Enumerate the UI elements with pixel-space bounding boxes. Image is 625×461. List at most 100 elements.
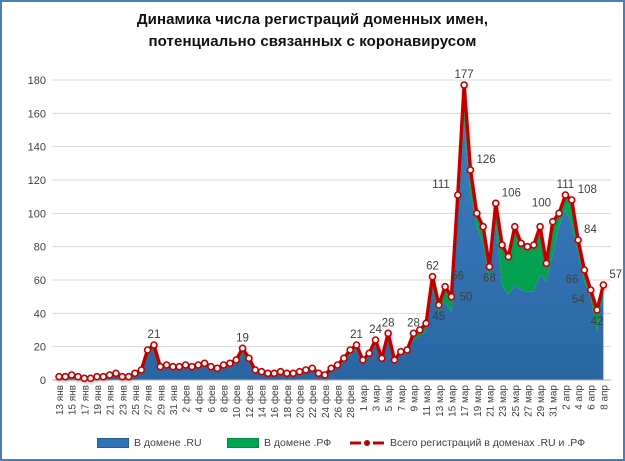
x-tick-label: 27 янв (144, 385, 155, 415)
x-tick-label: 27 мар (523, 385, 534, 417)
data-point-marker (365, 349, 373, 358)
data-point-marker (245, 354, 253, 363)
data-point-marker (137, 366, 146, 374)
x-tick-label: 6 фев (206, 385, 218, 412)
data-point-label: 106 (502, 187, 521, 199)
y-axis-labels: 0 20 40 60 80 100 120 140 160 180 (28, 75, 46, 387)
data-point-marker (181, 361, 190, 369)
data-point-label: 24 (369, 324, 382, 336)
total-line-swatch-icon (350, 440, 384, 446)
data-point-marker (498, 241, 506, 249)
x-tick-label: 10 фев (231, 385, 243, 418)
data-point-marker (333, 361, 342, 369)
data-point-marker (61, 372, 70, 381)
x-tick-label: 31 янв (169, 385, 180, 415)
y-tick-label: 20 (34, 342, 46, 354)
data-point-label: 66 (566, 274, 579, 286)
x-tick-label: 28 фев (345, 385, 357, 418)
data-point-marker (321, 371, 329, 379)
data-point-marker (150, 341, 158, 349)
data-point-marker (264, 369, 272, 378)
y-tick-label: 120 (28, 175, 46, 187)
x-tick-label: 2 фев (181, 385, 193, 412)
data-point-marker (112, 369, 120, 378)
data-point-marker (226, 359, 234, 368)
x-tick-label: 21 янв (106, 385, 117, 415)
legend-label-total: Всего регистраций в доменах .RU и .РФ (390, 437, 586, 449)
data-point-marker (200, 359, 209, 368)
data-point-marker (447, 292, 456, 301)
y-tick-label: 100 (28, 208, 46, 220)
legend-label-rf: В домене .РФ (264, 437, 332, 449)
x-tick-label: 6 апр (587, 385, 598, 410)
data-point-marker (105, 371, 114, 379)
data-point-label: 68 (483, 273, 496, 285)
x-tick-label: 23 мар (498, 385, 509, 417)
legend-item-rf: В домене .РФ (227, 436, 331, 450)
data-point-label: 111 (432, 179, 449, 191)
data-point-marker (67, 371, 76, 379)
data-point-marker (124, 372, 133, 381)
data-point-label: 57 (609, 269, 622, 281)
x-tick-label: 24 фев (320, 385, 332, 418)
x-tick-label: 19 мар (473, 385, 484, 417)
data-point-marker (143, 346, 152, 354)
x-tick-label: 12 фев (244, 385, 256, 418)
data-point-marker (599, 281, 608, 289)
x-tick-label: 29 мар (536, 385, 547, 417)
data-point-marker (434, 301, 443, 309)
data-point-label: 50 (459, 292, 472, 304)
data-point-marker (162, 361, 171, 369)
data-point-marker (466, 166, 475, 174)
data-point-marker (359, 356, 367, 364)
x-tick-label: 13 мар (435, 385, 446, 417)
x-tick-label: 4 апр (574, 385, 585, 410)
data-point-marker (523, 242, 532, 251)
chart-title-line1: Динамика числа регистраций доменных имен… (136, 11, 489, 28)
data-point-label: 177 (455, 69, 474, 81)
data-point-marker (397, 347, 405, 356)
data-point-marker (485, 262, 494, 271)
data-point-marker (561, 191, 570, 199)
data-point-marker (428, 272, 437, 281)
data-point-marker (441, 282, 449, 291)
data-point-marker (80, 374, 89, 383)
data-point-marker (99, 372, 108, 381)
y-tick-label: 140 (28, 142, 46, 154)
data-point-marker (504, 252, 513, 261)
y-tick-label: 180 (28, 75, 46, 87)
x-tick-label: 17 мар (460, 385, 471, 417)
data-point-marker (308, 364, 317, 373)
x-axis-labels: 13 янв 15 янв 17 янв 19 янв 21 янв 23 янв 25 я… (55, 385, 610, 418)
data-point-marker (93, 372, 101, 381)
data-point-marker (257, 367, 266, 376)
legend-item-ru: В домене .RU (97, 436, 202, 450)
x-tick-label: 15 янв (68, 385, 79, 415)
data-point-marker (238, 344, 247, 353)
x-tick-label: 15 мар (447, 385, 458, 417)
y-tick-label: 0 (40, 375, 46, 387)
x-tick-label: 13 янв (55, 385, 66, 415)
data-point-marker (479, 222, 487, 231)
x-tick-label: 26 фев (333, 385, 345, 418)
data-point-marker (289, 369, 298, 378)
chart-title-line2: потенциально связанных с коронавирусом (148, 32, 477, 50)
x-tick-label: 5 мар (384, 385, 395, 412)
data-point-marker (156, 362, 165, 371)
x-tick-label: 14 фев (257, 385, 269, 418)
x-tick-label: 3 мар (372, 385, 383, 412)
data-point-label: 108 (578, 184, 597, 196)
data-point-marker (86, 374, 95, 383)
x-tick-label: 31 мар (549, 385, 560, 417)
data-point-label: 21 (350, 329, 363, 341)
x-tick-label: 16 фев (269, 385, 281, 418)
data-point-marker (453, 191, 462, 199)
data-point-marker (371, 336, 380, 344)
y-tick-label: 40 (34, 308, 46, 320)
data-point-marker (593, 306, 601, 314)
data-point-marker (390, 356, 399, 364)
x-tick-label: 25 мар (511, 385, 522, 417)
legend-label-ru: В домене .RU (134, 437, 202, 449)
data-point-marker (352, 341, 361, 349)
